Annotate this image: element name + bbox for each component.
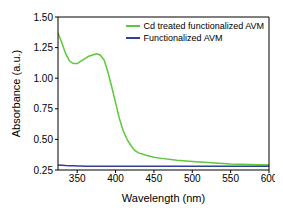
html-text:Functionalized AVM: Functionalized AVM	[143, 33, 223, 43]
svg-text:350: 350	[69, 173, 86, 184]
html-text:Cd treated functionalized AVM: Cd treated functionalized AVM	[143, 21, 264, 31]
svg-text:1.50: 1.50	[34, 12, 54, 23]
svg-text:0.75: 0.75	[34, 103, 54, 114]
svg-text:500: 500	[184, 173, 201, 184]
svg-text:1.25: 1.25	[34, 42, 54, 53]
svg-text:Wavelength (nm): Wavelength (nm)	[122, 192, 205, 204]
svg-text:Absorbance (a.u.): Absorbance (a.u.)	[10, 50, 22, 137]
svg-text:0.50: 0.50	[34, 134, 54, 145]
svg-text:0.25: 0.25	[34, 165, 54, 176]
svg-text:550: 550	[222, 173, 239, 184]
svg-text:1.00: 1.00	[34, 73, 54, 84]
svg-text:600: 600	[261, 173, 275, 184]
svg-text:450: 450	[146, 173, 163, 184]
svg-text:400: 400	[107, 173, 124, 184]
